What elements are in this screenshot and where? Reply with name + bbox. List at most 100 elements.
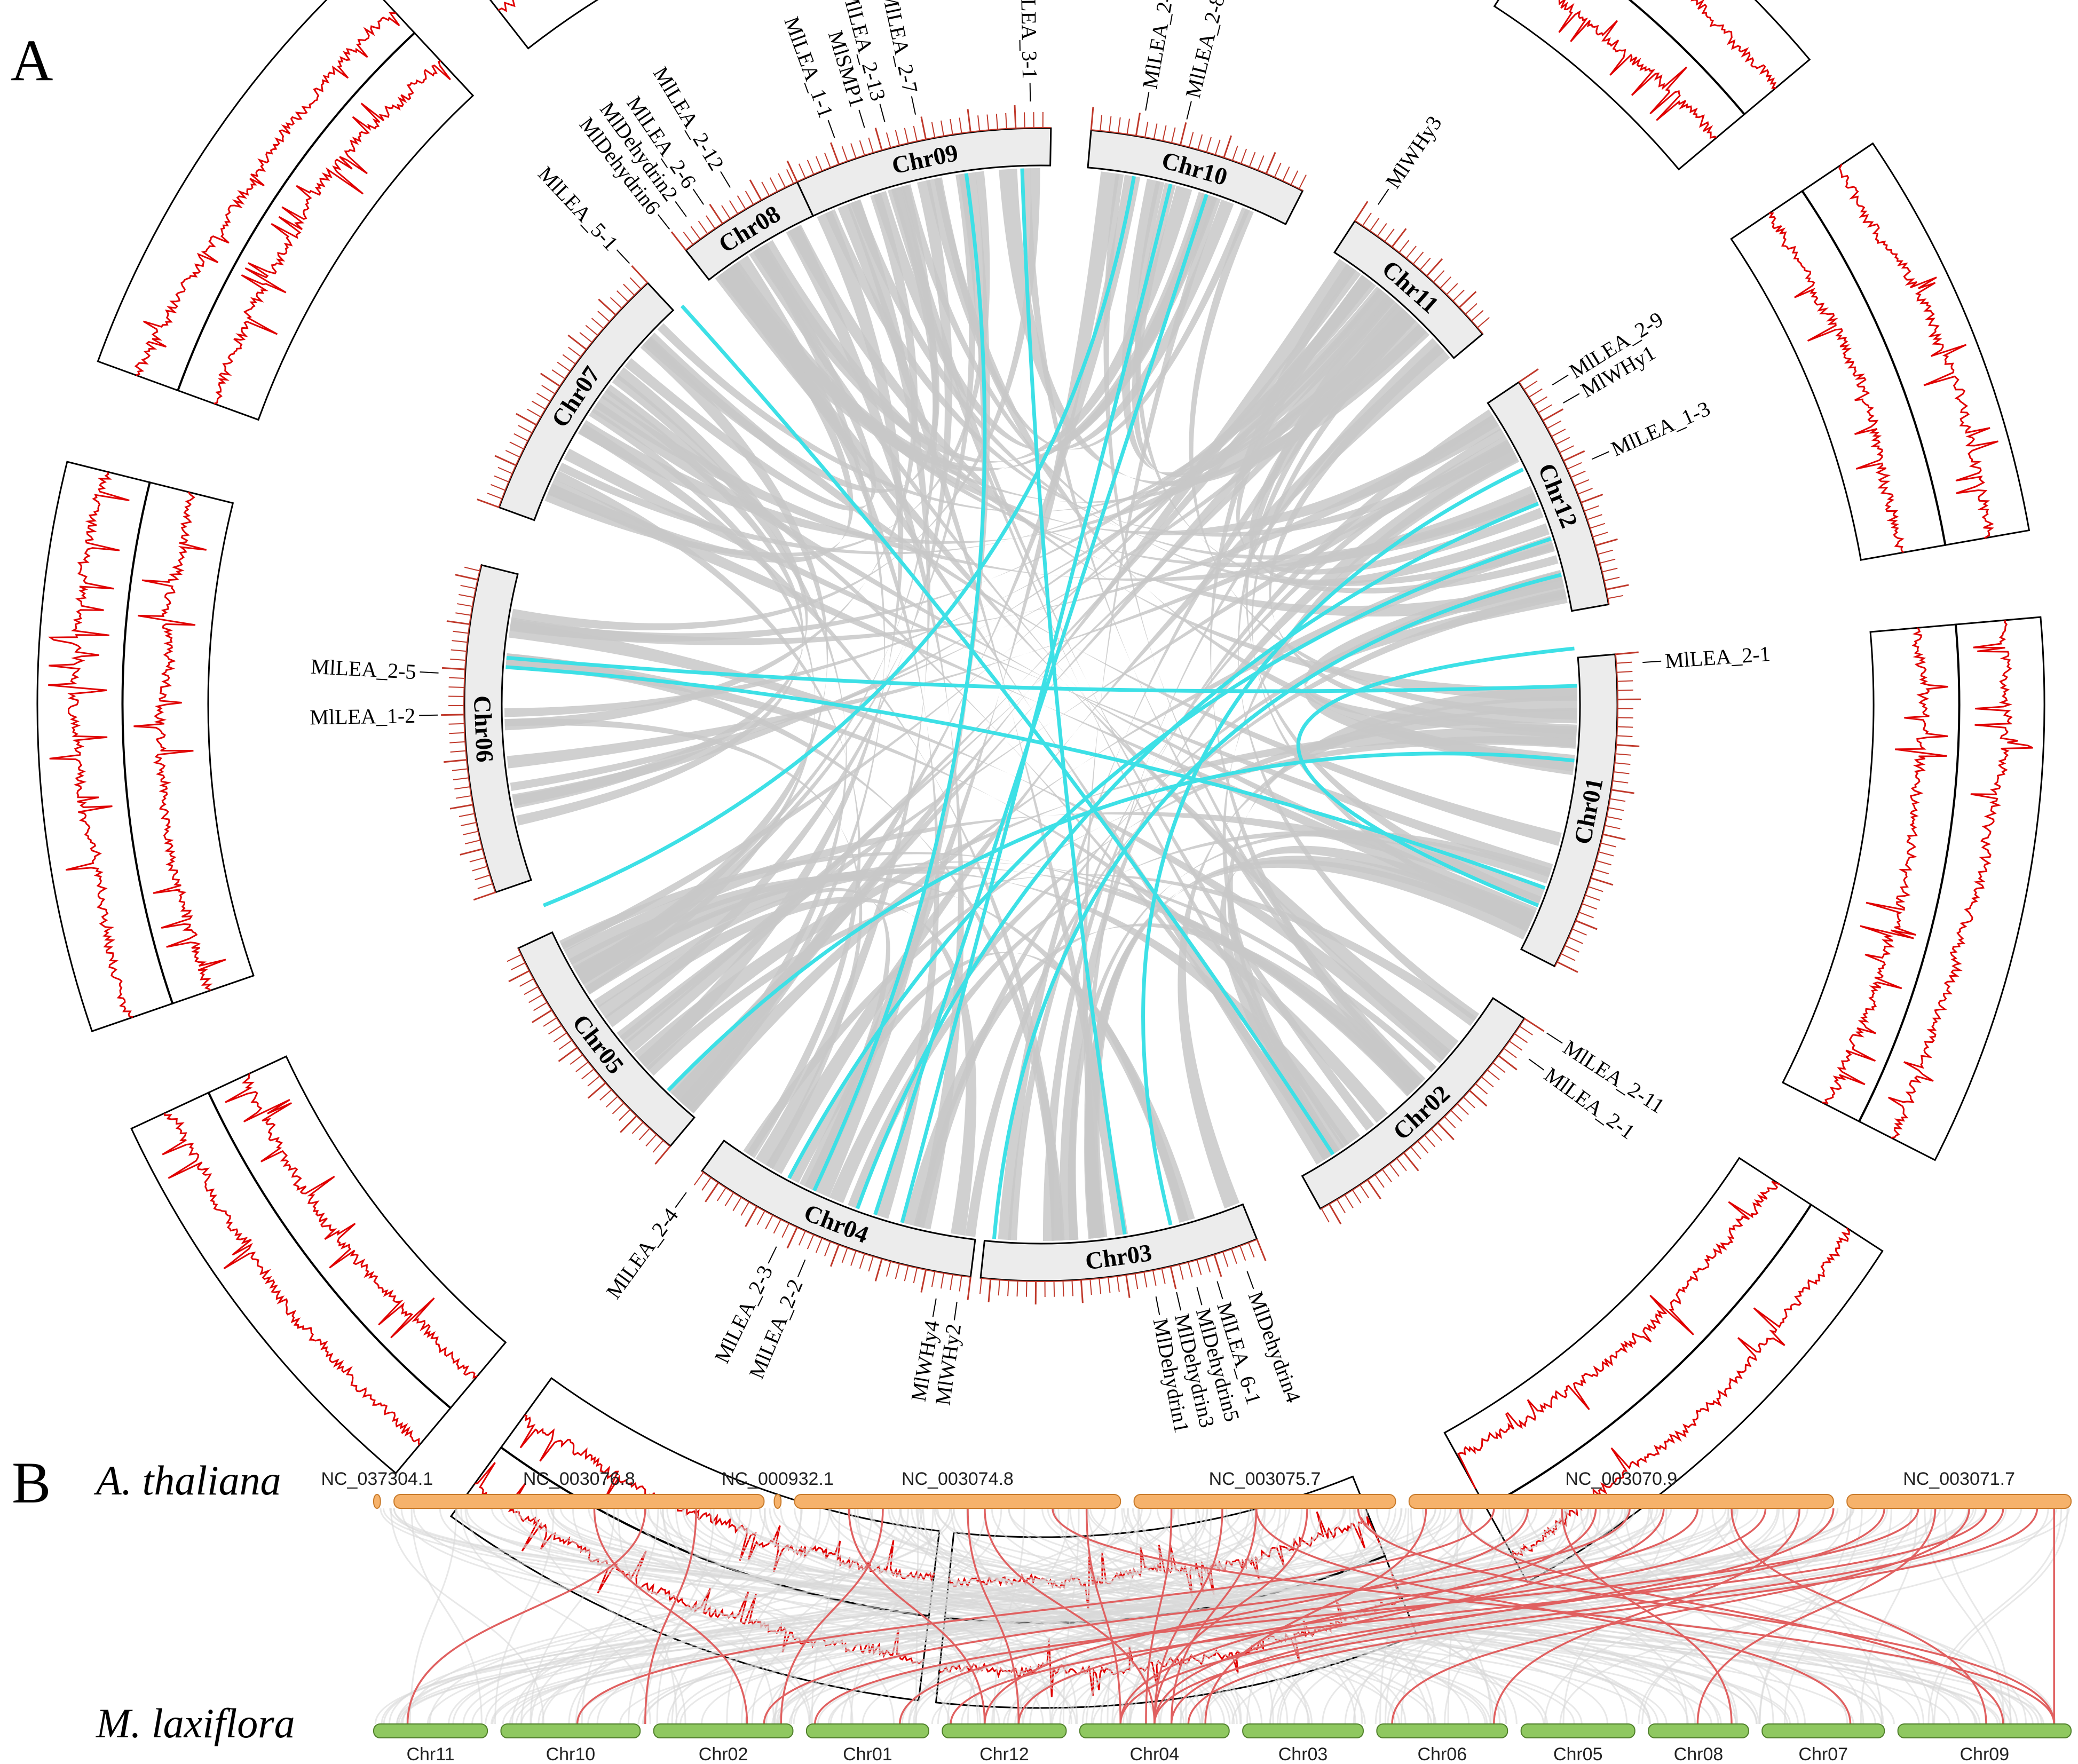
tick-mark xyxy=(610,297,622,309)
cyan-link xyxy=(787,537,1552,1180)
gene-label: MlLEA_1-2 xyxy=(310,703,416,729)
grey-link xyxy=(535,1508,686,1725)
tick-mark xyxy=(1606,816,1623,820)
tick-mark xyxy=(540,373,561,387)
gene-pointer xyxy=(657,214,670,230)
tick-mark xyxy=(1613,771,1630,774)
gene-pointer xyxy=(827,120,835,138)
grey-link xyxy=(1559,1508,2049,1725)
grey-link xyxy=(1189,209,1577,720)
grey-link xyxy=(409,1508,457,1725)
tick-mark xyxy=(558,1047,578,1062)
tick-mark xyxy=(1222,1251,1229,1267)
tick-mark xyxy=(913,125,918,142)
grey-link xyxy=(617,1508,678,1725)
grey-link xyxy=(901,1508,1538,1725)
tick-mark xyxy=(705,1182,720,1203)
tick-mark xyxy=(477,883,493,889)
tick-mark xyxy=(620,1115,638,1133)
track-divider xyxy=(176,31,416,392)
track-box xyxy=(1781,616,2045,1161)
tick-mark xyxy=(562,354,576,365)
tick-mark xyxy=(616,290,629,303)
tick-mark xyxy=(454,786,471,790)
tick-mark xyxy=(895,1263,900,1279)
ml-chromosome-bar xyxy=(373,1723,488,1738)
tick-mark xyxy=(1196,1259,1202,1275)
ml-chromosome-bar xyxy=(653,1723,794,1738)
tick-mark xyxy=(874,1258,883,1282)
tick-mark xyxy=(497,466,513,474)
tick-mark xyxy=(1616,735,1633,738)
gene-pointer xyxy=(1378,188,1389,205)
at-chromosome-label: NC_003075.7 xyxy=(1209,1469,1321,1489)
red-link xyxy=(848,1508,986,1725)
grey-link xyxy=(380,1508,1575,1725)
tick-mark xyxy=(1354,201,1369,222)
tick-mark xyxy=(551,369,566,379)
tick-mark xyxy=(475,874,491,881)
grey-link xyxy=(1860,1508,1918,1725)
gene-pointer xyxy=(768,1246,777,1264)
red-link xyxy=(1153,1508,1223,1725)
red-link xyxy=(576,1508,1495,1725)
ml-chromosome-bar xyxy=(942,1723,1067,1738)
grey-link xyxy=(383,1508,1437,1725)
red-link xyxy=(950,1508,1987,1725)
chromosome-label-chr06: Chr06 xyxy=(469,695,499,763)
tick-mark xyxy=(850,1250,857,1266)
tick-mark xyxy=(721,205,731,219)
tick-mark xyxy=(683,232,694,246)
gene-pointer xyxy=(911,96,916,115)
tick-mark xyxy=(598,298,617,316)
tick-mark xyxy=(605,1096,619,1108)
grey-link xyxy=(554,470,861,1158)
tick-mark xyxy=(472,866,488,872)
tick-mark xyxy=(829,1244,840,1267)
at-chromosome-label: NC_037304.1 xyxy=(321,1469,433,1489)
grey-link xyxy=(1132,183,1394,478)
tick-mark xyxy=(1584,505,1600,512)
tick-mark xyxy=(1377,223,1387,237)
gene-pointer xyxy=(675,1192,687,1208)
ml-chromosome-bar xyxy=(500,1723,641,1738)
red-link xyxy=(1145,1508,1173,1725)
ml-chromosome-bar xyxy=(1079,1723,1230,1738)
tick-mark xyxy=(1389,1163,1400,1177)
tick-mark xyxy=(1586,514,1602,520)
tick-mark xyxy=(1152,1270,1157,1286)
grey-link xyxy=(1051,1508,1808,1725)
cyan-link xyxy=(667,752,1575,1092)
grey-link xyxy=(1008,1508,1651,1725)
tick-mark xyxy=(654,1145,671,1165)
tick-mark xyxy=(786,160,798,183)
track-divider xyxy=(207,1091,452,1410)
grey-link xyxy=(382,1508,1951,1725)
tick-mark xyxy=(446,620,470,626)
grey-link xyxy=(1179,1508,1889,1725)
tick-mark xyxy=(874,128,883,151)
track-divider xyxy=(121,481,174,1005)
chromosome-band-chr01 xyxy=(1520,653,1618,968)
at-chromosome-bar xyxy=(794,1494,1121,1509)
grey-link xyxy=(1269,343,1577,735)
tick-mark xyxy=(1231,145,1238,161)
tick-mark xyxy=(1398,240,1410,254)
ml-chromosome-bar xyxy=(1520,1723,1635,1738)
grey-link xyxy=(625,1508,1737,1725)
tick-mark xyxy=(1600,842,1616,848)
red-link xyxy=(984,1508,1529,1725)
tick-mark xyxy=(1476,317,1490,329)
track-line xyxy=(48,471,133,1018)
tick-mark xyxy=(1598,851,1614,857)
tick-mark xyxy=(1321,1208,1330,1223)
tick-mark xyxy=(1450,1109,1463,1122)
red-link xyxy=(967,1508,1020,1725)
grey-link xyxy=(548,479,1535,928)
tick-mark xyxy=(568,346,582,358)
grey-link xyxy=(1008,1508,1981,1725)
red-link xyxy=(1459,1508,2004,1725)
tick-mark xyxy=(1206,137,1212,153)
tick-mark xyxy=(716,1187,727,1201)
